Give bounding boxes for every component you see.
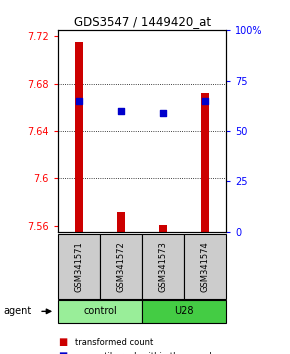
Text: control: control [83,306,117,316]
Bar [184,234,226,299]
Bar [117,212,125,232]
Point [161,110,165,116]
Text: transformed count: transformed count [75,338,154,347]
Text: GSM341572: GSM341572 [117,241,126,292]
Bar [159,225,167,232]
Text: U28: U28 [174,306,194,316]
Text: GSM341574: GSM341574 [201,241,210,292]
Point [119,108,124,114]
Bar [142,300,226,323]
Text: agent: agent [3,306,31,316]
Text: GSM341573: GSM341573 [159,241,168,292]
Bar [58,300,142,323]
Bar [142,234,184,299]
Text: ■: ■ [58,337,67,347]
Point [203,98,208,104]
Text: percentile rank within the sample: percentile rank within the sample [75,352,218,354]
Bar [75,42,83,232]
Point [77,98,81,104]
Bar [201,93,209,232]
Text: ■: ■ [58,352,67,354]
Bar [100,234,142,299]
Text: GSM341571: GSM341571 [75,241,84,292]
Bar [58,234,100,299]
Text: GDS3547 / 1449420_at: GDS3547 / 1449420_at [74,15,211,28]
